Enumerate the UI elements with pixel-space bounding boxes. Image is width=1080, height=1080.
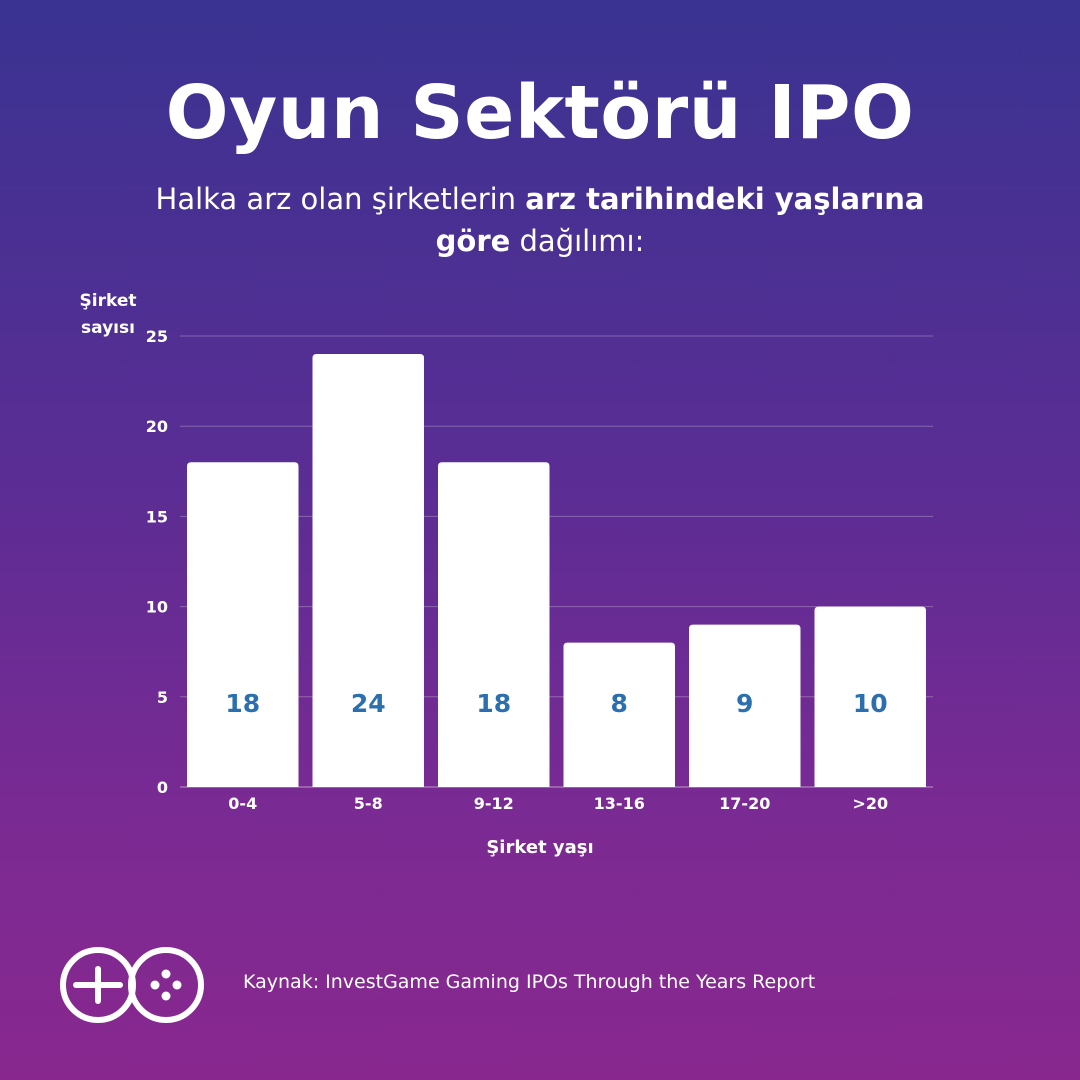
bar <box>814 606 926 787</box>
x-tick-label: >20 <box>852 794 888 813</box>
subtitle-text-2: dağılımı: <box>510 224 645 258</box>
gamepad-go-logo-icon <box>60 947 204 1023</box>
subtitle-bold-2: göre <box>435 224 511 258</box>
x-tick-label: 13-16 <box>594 794 645 813</box>
bar-value-label: 9 <box>736 689 753 718</box>
x-axis-label: Şirket yaşı <box>486 837 593 858</box>
y-tick-label: 20 <box>146 417 168 436</box>
y-tick-label: 10 <box>146 598 168 617</box>
y-axis-label-line2: sayısı <box>81 318 135 338</box>
grid-layer <box>180 335 933 788</box>
bar <box>563 642 675 787</box>
bar-layer: 18 24 18 8 9 10 <box>187 354 926 787</box>
y-tick-label: 15 <box>146 507 168 526</box>
bar <box>187 462 299 787</box>
x-tick-label: 9-12 <box>474 794 514 813</box>
y-axis-label-line1: Şirket <box>80 291 137 311</box>
bar-value-label: 10 <box>853 689 888 718</box>
source-text: Kaynak: InvestGame Gaming IPOs Through t… <box>243 971 816 993</box>
bar-value-label: 18 <box>476 689 511 718</box>
y-tick-layer: 0 5 10 15 20 25 <box>146 327 168 797</box>
bar-value-label: 8 <box>611 689 628 718</box>
y-tick-label: 5 <box>157 688 168 707</box>
page-subtitle: Halka arz olan şirketlerin arz tarihinde… <box>90 178 990 262</box>
x-tick-label: 5-8 <box>354 794 383 813</box>
x-tick-label: 17-20 <box>719 794 770 813</box>
bar <box>312 354 424 787</box>
bar <box>689 624 801 787</box>
subtitle-bold-1: arz tarihindeki yaşlarına <box>525 182 925 216</box>
x-tick-label: 0-4 <box>228 794 257 813</box>
page-title: Oyun Sektörü IPO <box>165 70 915 156</box>
bar <box>438 462 550 787</box>
x-tick-layer: 0-4 5-8 9-12 13-16 17-20 >20 <box>228 794 888 813</box>
subtitle-text-1: Halka arz olan şirketlerin <box>155 182 526 216</box>
y-tick-label: 0 <box>157 778 168 797</box>
bar-value-label: 24 <box>351 689 386 718</box>
bar-value-label: 18 <box>225 689 260 718</box>
y-tick-label: 25 <box>146 327 168 346</box>
